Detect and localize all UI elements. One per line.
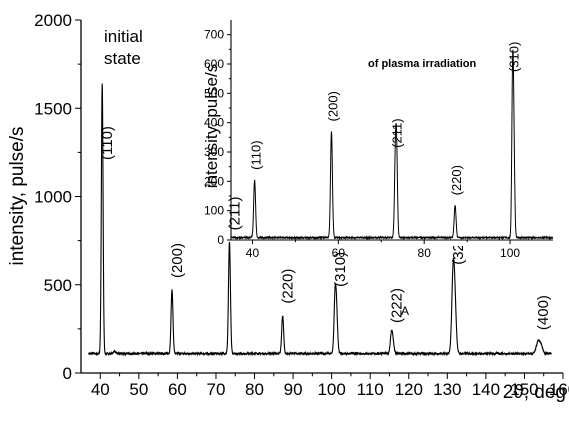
inset-peak-label: (310) xyxy=(507,42,522,72)
inset-y-tick-label: 100 xyxy=(204,204,224,218)
main-peak-label: (220) xyxy=(280,269,297,304)
inset-x-tick-label: 60 xyxy=(332,246,346,260)
main-plot: 40 50 60 70 80 90 100 110 120 130 140 150 160 0 500 100… xyxy=(7,11,569,403)
main-x-tick-label: 120 xyxy=(395,380,423,399)
main-peak-label: (110) xyxy=(99,126,116,160)
inset-x-tick-label: 80 xyxy=(418,246,432,260)
inset-y-tick-label: 300 xyxy=(204,145,224,159)
inset-x-tick-label: 40 xyxy=(246,246,260,260)
inset-y-tick-label: 400 xyxy=(204,116,224,130)
inset-x-tick-label: 100 xyxy=(500,246,520,260)
main-peak-label: (310) xyxy=(332,252,349,287)
main-peak-label: (400) xyxy=(535,295,552,330)
main-y-tick-label: 1000 xyxy=(34,188,72,207)
inset-y-tick-label: 500 xyxy=(204,86,224,100)
inset-y-tick-label: 700 xyxy=(204,28,224,42)
main-y-axis-title: intensity, pulse/s xyxy=(7,126,28,265)
main-x-tick-label: 90 xyxy=(284,380,303,399)
main-y-tick-label: 1500 xyxy=(34,99,72,118)
main-x-tick-label: 130 xyxy=(433,380,461,399)
main-x-tick-label: 110 xyxy=(357,380,384,399)
main-peak-label: (200) xyxy=(169,243,186,278)
inset-annotation: of plasma irradiation xyxy=(368,58,476,70)
main-peak-label: (222) xyxy=(388,288,405,323)
inset-y-tick-label: 600 xyxy=(204,57,224,71)
main-y-tick-label: 2000 xyxy=(34,11,72,30)
main-annotation-line: state xyxy=(104,49,141,68)
main-series-line xyxy=(88,83,552,357)
main-x-tick-label: 160 xyxy=(549,380,569,399)
inset-peak-label: (220) xyxy=(449,165,464,195)
inset-plot: 40 60 80 100 0 100 200 300 400 500 600 700 (110) (20… xyxy=(202,16,560,260)
inset-ticks: 40 60 80 100 0 100 200 300 400 500 600 700 xyxy=(204,28,520,260)
inset-peak-labels: (110) (200) (211) (220) (310) xyxy=(249,42,522,196)
main-x-tick-label: 50 xyxy=(129,380,148,399)
inset-y-axis-title: intensity, pulse/s xyxy=(202,64,221,188)
inset-y-tick-label: 0 xyxy=(217,233,224,247)
main-x-tick-label: 140 xyxy=(472,380,500,399)
main-x-tick-label: 60 xyxy=(168,380,187,399)
main-annotation: initial state xyxy=(104,27,143,68)
main-x-tick-label: 40 xyxy=(91,380,110,399)
inset-series-line xyxy=(230,49,554,241)
main-x-tick-label: 80 xyxy=(245,380,264,399)
main-ticks: 40 50 60 70 80 90 100 110 120 130 140 150 160 0 500 100… xyxy=(34,11,569,399)
main-annotation-line: initial xyxy=(104,27,143,46)
main-x-tick-label: 150 xyxy=(510,380,538,399)
inset-peak-label: (110) xyxy=(249,140,264,169)
main-y-tick-label: 0 xyxy=(63,364,72,383)
inset-y-tick-label: 200 xyxy=(204,174,224,188)
main-x-tick-label: 100 xyxy=(317,380,345,399)
inset-peak-label: (211) xyxy=(389,118,404,147)
main-x-tick-label: 70 xyxy=(206,380,225,399)
main-x-axis-title: 2ϑ, deg xyxy=(503,382,566,403)
main-marker-label: A xyxy=(401,304,409,318)
main-peak-labels: (110)(200)(211)(220) (310)(222)(321)(400)… xyxy=(99,126,552,330)
main-y-tick-label: 500 xyxy=(44,276,72,295)
inset-peak-label: (200) xyxy=(325,91,340,121)
